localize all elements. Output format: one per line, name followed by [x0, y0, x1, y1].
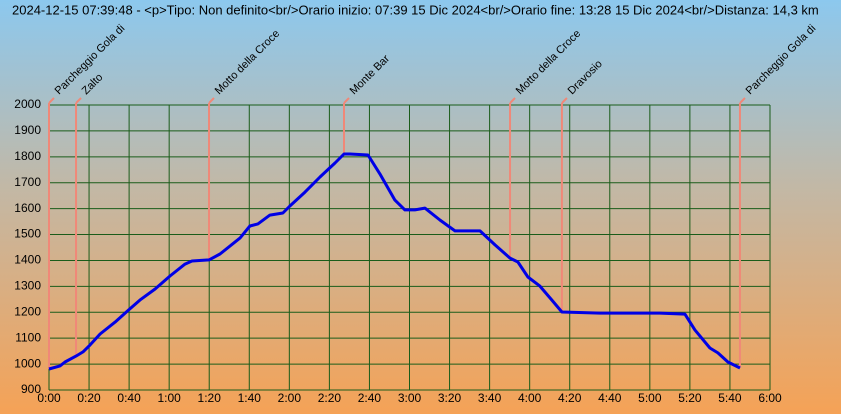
x-tick-label: 4:00	[518, 391, 542, 405]
waypoint-tick	[561, 97, 568, 104]
y-tick-label: 1400	[14, 253, 41, 267]
y-tick-label: 1000	[14, 356, 41, 370]
y-tick-label: 1100	[15, 330, 41, 344]
x-tick-label: 3:40	[478, 391, 502, 405]
x-tick-label: 0:20	[77, 391, 101, 405]
y-tick-label: 900	[21, 382, 41, 396]
y-tick-label: 1300	[14, 279, 41, 293]
waypoint-tick	[75, 97, 82, 104]
y-tick-label: 1200	[14, 304, 41, 318]
x-tick-label: 0:40	[117, 391, 141, 405]
x-tick-label: 0:00	[37, 391, 61, 405]
x-tick-label: 2:00	[278, 391, 302, 405]
y-tick-label: 1600	[14, 201, 41, 215]
x-tick-label: 1:20	[198, 391, 222, 405]
x-tick-label: 3:00	[398, 391, 422, 405]
x-tick-label: 4:40	[598, 391, 622, 405]
waypoint-tick	[739, 97, 746, 104]
x-tick-label: 1:40	[238, 391, 262, 405]
x-tick-label: 3:20	[438, 391, 462, 405]
x-tick-label: 5:00	[638, 391, 662, 405]
x-tick-label: 4:20	[558, 391, 582, 405]
y-tick-label: 1700	[14, 175, 41, 189]
x-tick-label: 5:40	[718, 391, 742, 405]
x-tick-label: 5:20	[678, 391, 702, 405]
waypoint-tick	[343, 97, 350, 104]
y-tick-label: 2000	[14, 97, 41, 111]
waypoint-tick	[208, 97, 215, 104]
x-tick-label: 2:40	[358, 391, 382, 405]
chart-title: 2024-12-15 07:39:48 - <p>Tipo: Non defin…	[12, 2, 819, 17]
y-tick-label: 1900	[14, 123, 41, 137]
x-tick-label: 6:00	[758, 391, 782, 405]
y-tick-label: 1500	[14, 227, 41, 241]
elevation-line	[48, 152, 741, 371]
waypoint-tick	[509, 97, 516, 104]
x-tick-label: 2:20	[318, 391, 342, 405]
y-tick-label: 1800	[14, 149, 41, 163]
x-tick-label: 1:00	[157, 391, 181, 405]
waypoint-tick	[48, 97, 55, 104]
